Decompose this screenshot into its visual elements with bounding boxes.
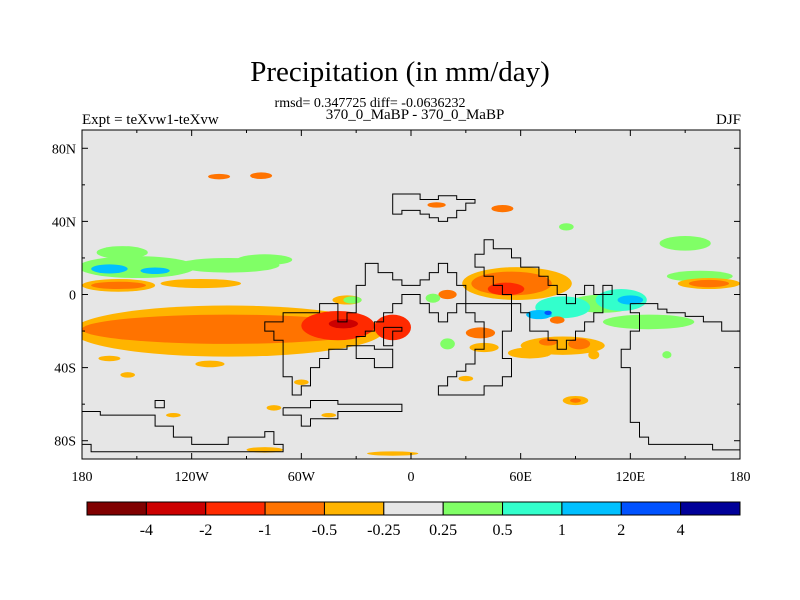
precip-region: [328, 319, 358, 329]
x-tick-label: 60W: [288, 470, 316, 485]
precip-region: [140, 267, 170, 275]
precip-region: [427, 202, 446, 208]
colorbar-box: [205, 501, 266, 516]
x-tick-label: 120E: [616, 470, 646, 485]
colorbar-box: [620, 501, 682, 516]
precip-region: [91, 281, 146, 290]
precip-region: [237, 254, 293, 266]
colorbar-box: [502, 501, 563, 516]
precip-region: [507, 347, 552, 359]
precip-region: [96, 246, 148, 259]
precip-region: [559, 223, 574, 231]
colorbar-box: [561, 501, 622, 516]
coastline: [154, 400, 165, 409]
precip-region: [208, 173, 231, 180]
colorbar-box: [442, 501, 504, 516]
colorbar-label: 0.5: [493, 522, 513, 539]
precip-region: [91, 264, 128, 274]
coastline: [392, 193, 476, 222]
colorbar-label: 4: [677, 522, 685, 539]
precip-region: [250, 172, 273, 179]
precip-region: [195, 360, 225, 368]
colorbar-label: -0.25: [367, 522, 400, 539]
precip-region: [617, 295, 644, 305]
colorbar-label: 0.25: [429, 522, 457, 539]
colorbar-label: 2: [617, 522, 625, 539]
coastline: [383, 326, 403, 347]
precip-region: [588, 350, 600, 360]
colorbar-label: 1: [558, 522, 566, 539]
precip-region: [440, 338, 455, 350]
y-tick-label: 40N: [52, 215, 76, 230]
x-tick-label: 120W: [175, 470, 210, 485]
precip-region: [659, 236, 711, 251]
colorbar-box: [264, 501, 325, 516]
axis-ticks: 180 120W 60W 0 60E 120E 180 80N 40N 0 40S 80S: [52, 130, 751, 485]
coastline: [282, 400, 403, 427]
colorbar-box: [383, 501, 444, 516]
stats-line: rmsd= 0.347725 diff= -0.0636232: [274, 96, 466, 111]
land-outlines: [82, 193, 740, 453]
season-label: DJF: [715, 112, 741, 128]
colorbar-box: [680, 501, 741, 516]
precip-region: [491, 204, 514, 213]
x-tick-label: 0: [408, 470, 415, 485]
precip-region: [120, 372, 136, 378]
y-tick-label: 0: [69, 289, 76, 304]
colorbar-box: [323, 501, 385, 516]
precip-region: [82, 314, 375, 344]
coastline: [355, 345, 394, 369]
colorbar: -4 -2 -1 -0.5 -0.25 0.25 0.5 1 2 4: [86, 501, 741, 539]
precip-region: [343, 296, 362, 304]
precip-region: [98, 355, 121, 362]
precip-region: [438, 289, 457, 300]
precip-region: [458, 375, 474, 382]
precip-region: [294, 379, 309, 385]
precip-region: [425, 293, 441, 303]
chart-title: Precipitation (in mm/day): [250, 56, 550, 88]
experiment-label: Expt = teXvw1-teXvw: [82, 112, 219, 128]
x-tick-label: 180: [730, 470, 751, 485]
coastline: [437, 303, 512, 396]
precip-region: [321, 412, 337, 418]
coastline: [474, 239, 613, 350]
coastline: [620, 303, 740, 451]
precip-region: [367, 451, 419, 456]
comparison-line: 370_0_MaBP - 370_0_MaBP: [325, 107, 505, 123]
colorbar-label: -2: [199, 522, 212, 539]
precip-region: [266, 405, 282, 411]
precip-region: [160, 278, 242, 289]
precip-region: [602, 314, 695, 330]
colorbar-label: -1: [258, 522, 271, 539]
precip-region: [544, 310, 552, 315]
coastline: [264, 262, 467, 396]
precip-region: [662, 351, 672, 359]
colorbar-box: [145, 501, 207, 516]
colorbar-label: -0.5: [312, 522, 337, 539]
y-tick-label: 40S: [54, 362, 76, 377]
colorbar-box: [86, 501, 147, 516]
x-tick-label: 60E: [509, 470, 532, 485]
x-tick-label: 180: [72, 470, 93, 485]
colorbar-label: -4: [140, 522, 153, 539]
precip-region: [166, 412, 181, 418]
y-tick-label: 80S: [54, 435, 76, 450]
precip-region: [549, 316, 565, 324]
precip-region: [568, 338, 591, 350]
precip-region: [688, 279, 730, 288]
coastline: [82, 404, 284, 453]
precip-region: [465, 327, 496, 339]
precip-region: [570, 398, 581, 403]
y-tick-label: 80N: [52, 142, 76, 157]
